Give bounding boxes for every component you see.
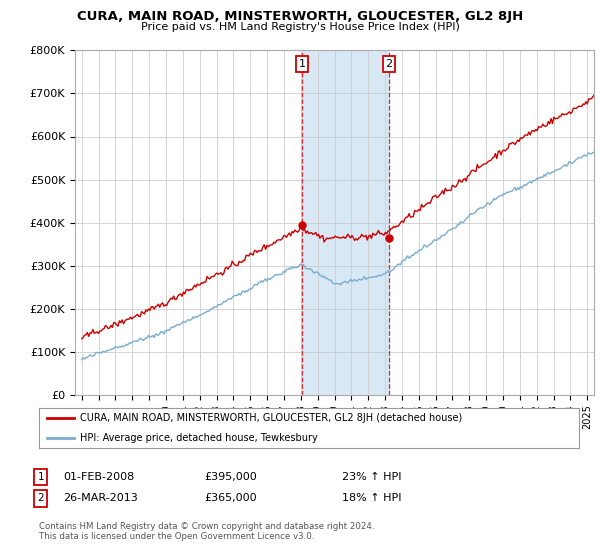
- Text: 26-MAR-2013: 26-MAR-2013: [63, 493, 138, 503]
- Text: 23% ↑ HPI: 23% ↑ HPI: [342, 472, 401, 482]
- Text: 2: 2: [385, 59, 392, 69]
- Text: £365,000: £365,000: [204, 493, 257, 503]
- Text: Contains HM Land Registry data © Crown copyright and database right 2024.
This d: Contains HM Land Registry data © Crown c…: [39, 522, 374, 542]
- Text: 01-FEB-2008: 01-FEB-2008: [63, 472, 134, 482]
- Text: HPI: Average price, detached house, Tewkesbury: HPI: Average price, detached house, Tewk…: [79, 432, 317, 442]
- Text: £395,000: £395,000: [204, 472, 257, 482]
- Bar: [302, 50, 389, 395]
- Text: 1: 1: [299, 59, 305, 69]
- Text: CURA, MAIN ROAD, MINSTERWORTH, GLOUCESTER, GL2 8JH (detached house): CURA, MAIN ROAD, MINSTERWORTH, GLOUCESTE…: [79, 413, 462, 423]
- Text: 1: 1: [37, 472, 44, 482]
- Text: 2: 2: [37, 493, 44, 503]
- Text: 18% ↑ HPI: 18% ↑ HPI: [342, 493, 401, 503]
- Text: Price paid vs. HM Land Registry's House Price Index (HPI): Price paid vs. HM Land Registry's House …: [140, 22, 460, 32]
- Text: CURA, MAIN ROAD, MINSTERWORTH, GLOUCESTER, GL2 8JH: CURA, MAIN ROAD, MINSTERWORTH, GLOUCESTE…: [77, 10, 523, 23]
